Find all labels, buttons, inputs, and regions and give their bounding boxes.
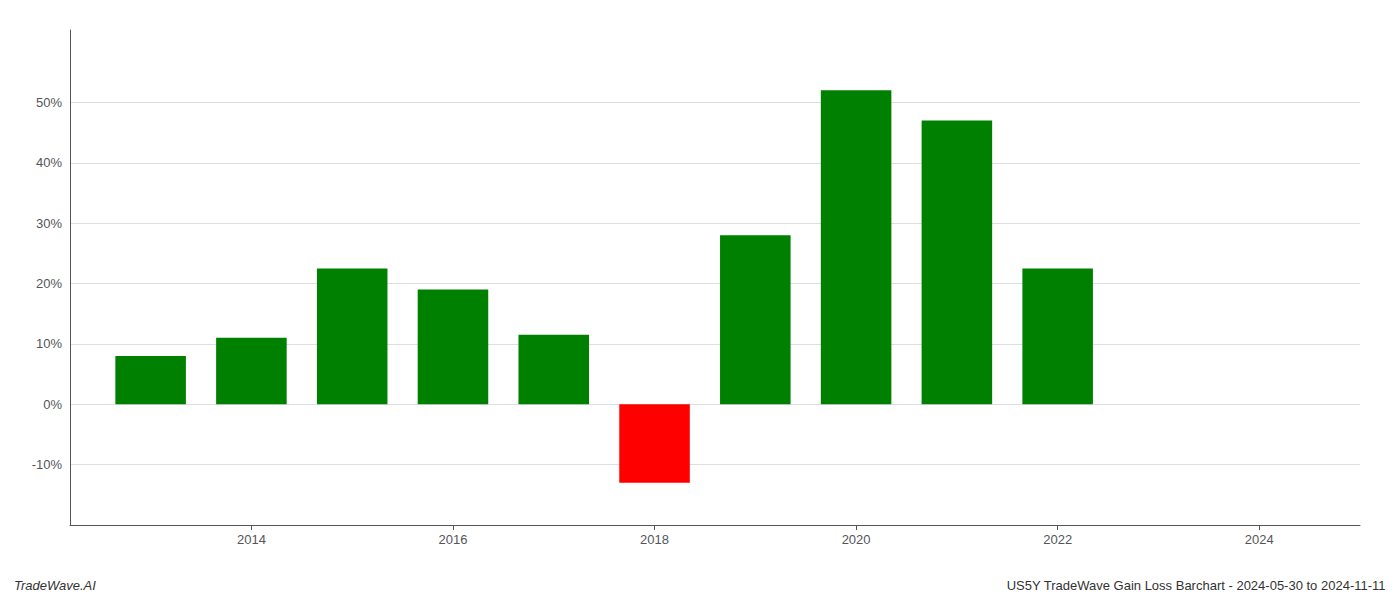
svg-text:40%: 40% <box>36 155 62 170</box>
svg-text:TradeWave.AI: TradeWave.AI <box>14 578 96 593</box>
svg-text:30%: 30% <box>36 216 62 231</box>
svg-text:-10%: -10% <box>32 457 63 472</box>
svg-text:2014: 2014 <box>237 532 266 547</box>
svg-text:20%: 20% <box>36 276 62 291</box>
svg-text:50%: 50% <box>36 95 62 110</box>
svg-text:2018: 2018 <box>640 532 669 547</box>
svg-text:10%: 10% <box>36 336 62 351</box>
svg-text:2022: 2022 <box>1043 532 1072 547</box>
svg-text:2024: 2024 <box>1245 532 1274 547</box>
svg-text:2016: 2016 <box>439 532 468 547</box>
svg-text:0%: 0% <box>43 397 62 412</box>
svg-text:US5Y TradeWave Gain Loss Barch: US5Y TradeWave Gain Loss Barchart - 2024… <box>1007 578 1386 593</box>
svg-text:2020: 2020 <box>842 532 871 547</box>
